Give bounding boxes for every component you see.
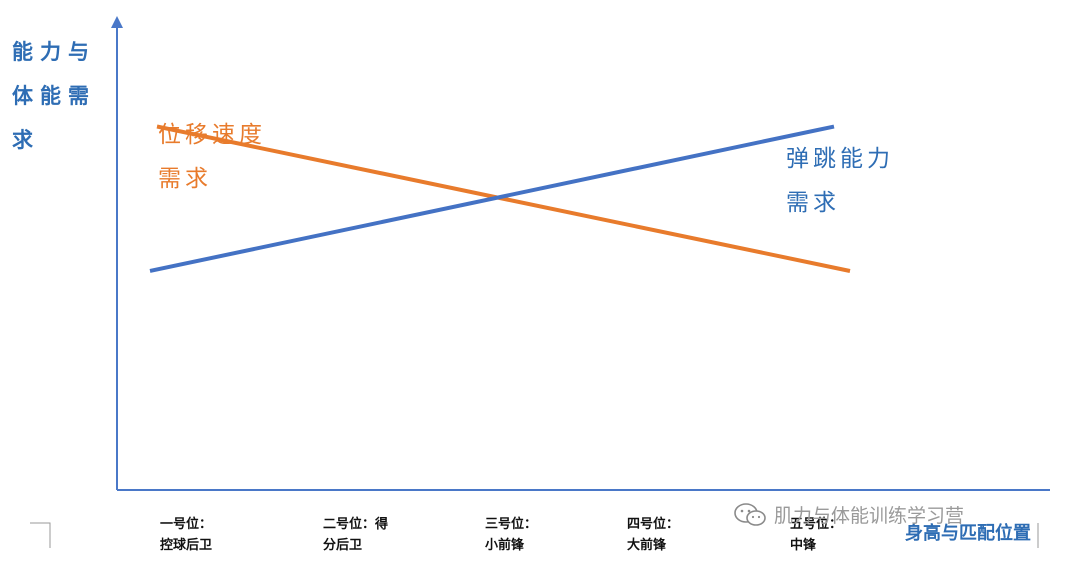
watermark-text: 肌力与体能训练学习营 bbox=[774, 505, 965, 527]
x-tick-label-4-line1: 四号位： bbox=[627, 517, 680, 532]
y-axis bbox=[111, 16, 123, 490]
x-tick-label-5-line1: 五号位： bbox=[790, 517, 843, 532]
x-tick-label-1: 一号位： 控球后卫 bbox=[160, 514, 212, 556]
y-axis-arrow-icon bbox=[111, 16, 123, 28]
x-tick-label-3: 三号位： 小前锋 bbox=[485, 514, 537, 556]
series-label-jump: 弹跳能力需求 bbox=[786, 146, 894, 216]
x-tick-label-1-line1: 一号位： bbox=[160, 517, 213, 532]
x-tick-label-4-line2: 大前锋 bbox=[627, 538, 667, 553]
x-tick-label-3-line1: 三号位： bbox=[485, 517, 538, 532]
x-tick-label-5: 五号位： 中锋 bbox=[790, 514, 842, 556]
x-tick-label-2-line2: 分后卫 bbox=[323, 538, 363, 553]
x-tick-label-5-line2: 中锋 bbox=[790, 538, 817, 553]
series-line-speed bbox=[156, 124, 851, 273]
x-tick-label-2: 二号位：得 分后卫 bbox=[323, 514, 388, 556]
x-tick-label-2-line1: 二号位：得 bbox=[323, 517, 389, 532]
x-axis-label: 身高与匹配位置 bbox=[905, 523, 1031, 544]
series-label-speed: 位移速度需求 bbox=[158, 122, 266, 192]
wechat-icon bbox=[734, 502, 766, 526]
x-tick-label-1-line2: 控球后卫 bbox=[160, 538, 213, 553]
y-axis-label: 能力与体能需求 bbox=[12, 40, 96, 152]
watermark: 肌力与体能训练学习营 bbox=[732, 501, 964, 528]
x-tick-label-4: 四号位： 大前锋 bbox=[627, 514, 679, 556]
series-line-jump bbox=[149, 124, 835, 273]
corner-mark-left bbox=[30, 522, 51, 548]
series-layer bbox=[149, 124, 851, 273]
x-tick-label-3-line2: 小前锋 bbox=[485, 538, 525, 553]
